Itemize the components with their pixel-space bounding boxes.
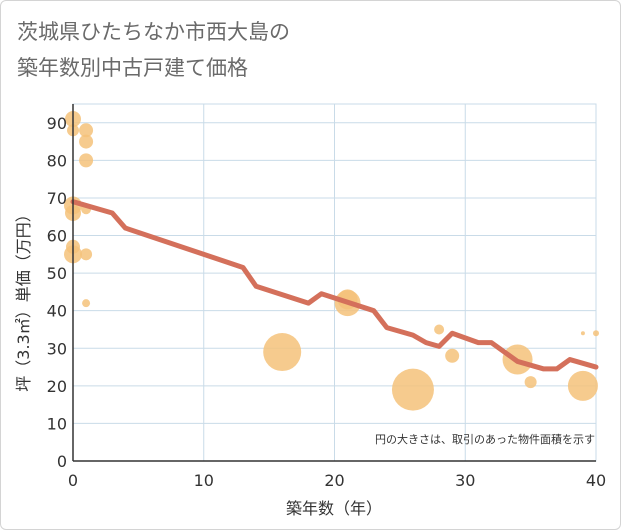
- bubble-point: [79, 134, 94, 149]
- x-tick-label: 10: [194, 471, 214, 490]
- bubble-point: [580, 331, 585, 336]
- y-tick-label: 90: [47, 114, 67, 133]
- average-line-series: [70, 199, 599, 372]
- bubble-point: [434, 324, 445, 335]
- chart-title-line2: 築年数別中古戸建て価格: [17, 56, 248, 80]
- x-tick-label: 40: [586, 471, 606, 490]
- bubble-point: [82, 299, 91, 308]
- chart-title: 茨城県ひたちなか市西大島の 築年数別中古戸建て価格: [17, 14, 290, 86]
- x-axis-label: 築年数（年）: [286, 499, 382, 518]
- bubble-point: [567, 370, 598, 401]
- bubble-point: [593, 330, 599, 337]
- bubble-point: [80, 248, 93, 261]
- y-tick-label: 10: [47, 414, 67, 433]
- y-tick-label: 60: [47, 227, 67, 246]
- y-tick-label: 50: [47, 264, 67, 283]
- bubble-point: [79, 123, 94, 138]
- y-axis-label: 坪（3.3㎡）単価（万円）: [14, 206, 33, 391]
- bubble-point: [79, 153, 94, 168]
- y-tick-label: 80: [47, 151, 67, 170]
- bubble-point: [263, 333, 302, 372]
- bubble-point: [524, 376, 537, 389]
- y-tick-label: 20: [47, 377, 67, 396]
- y-tick-label: 0: [57, 452, 67, 471]
- x-tick-label: 30: [455, 471, 475, 490]
- average-price-line: [70, 199, 599, 372]
- x-tick-label: 0: [68, 471, 78, 490]
- chart-title-line1: 茨城県ひたちなか市西大島の: [17, 20, 290, 44]
- bubble-series: [64, 111, 599, 411]
- bubble-point: [391, 368, 434, 411]
- y-tick-label: 70: [47, 189, 67, 208]
- grid-lines: [72, 103, 597, 462]
- y-tick-label: 30: [47, 339, 67, 358]
- bubble-point: [445, 348, 460, 363]
- axes: 0 10 20 30 40 50 60 70 80 90 0 10 20 30 40: [47, 104, 606, 490]
- y-tick-label: 40: [47, 302, 67, 321]
- size-annotation: 円の大きさは、取引のあった物件面積を示す: [375, 432, 595, 446]
- x-tick-label: 20: [324, 471, 344, 490]
